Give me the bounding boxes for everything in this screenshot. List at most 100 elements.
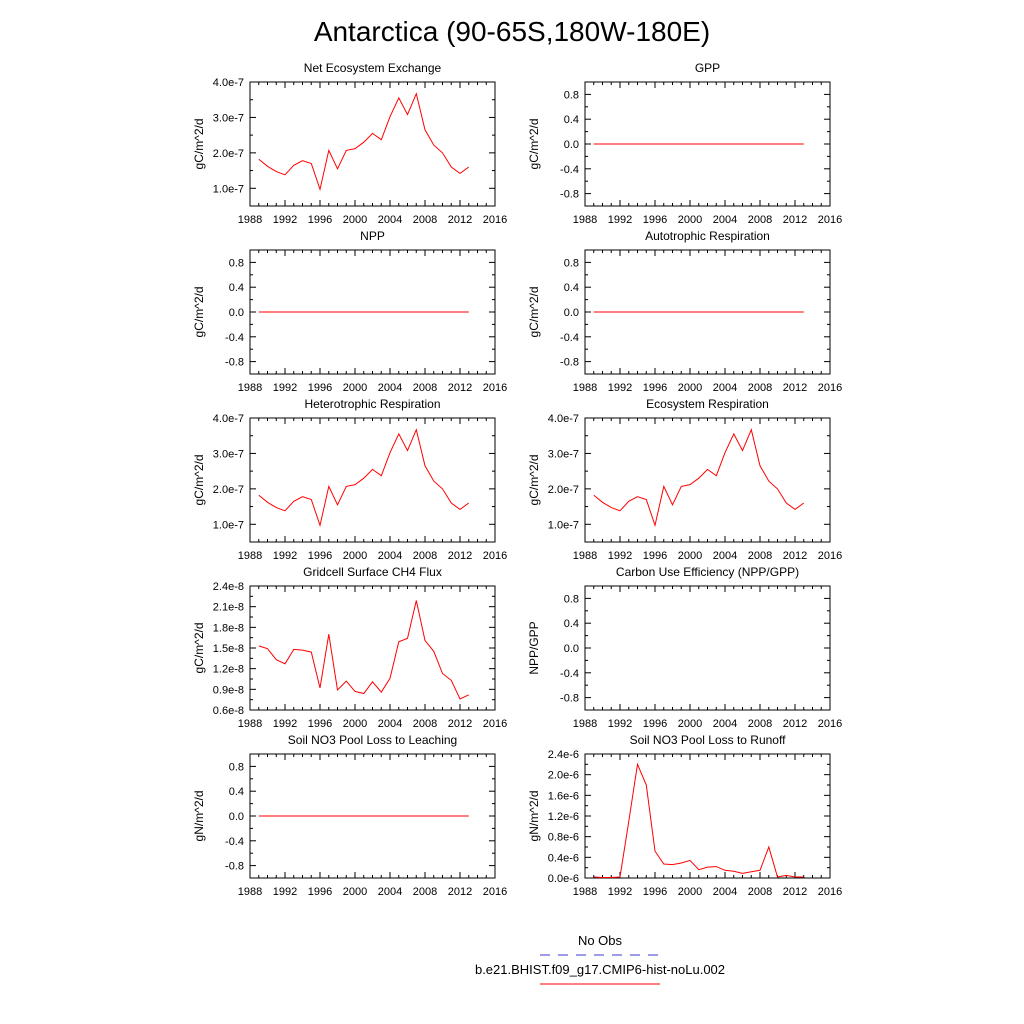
x-tick-label: 1988 [238,886,262,898]
y-tick-label: 4.0e-7 [213,77,244,89]
y-tick-label: -0.4 [225,332,244,344]
y-tick-label: -0.4 [225,836,244,848]
chart-panel: Autotrophic Respiration gC/m^2/d 1988 1992 1… [527,229,842,394]
x-tick-label: 2004 [378,550,402,562]
x-tick-label: 1992 [608,214,632,226]
plot-frame [584,753,831,879]
x-tick-label: 1996 [308,214,332,226]
x-tick-label: 2000 [678,382,702,394]
x-tick-label: 2000 [343,214,367,226]
y-tick-label: -0.8 [560,357,579,369]
y-tick-label: 1.0e-7 [213,519,244,531]
x-tick-label: 2004 [378,214,402,226]
y-tick-label: 0.8 [564,593,579,605]
y-axis-label: gC/m^2/d [527,455,541,506]
plot-frame [249,417,496,543]
plot-frame [584,585,831,711]
y-tick-label: 0.8 [564,257,579,269]
chart-title: Heterotrophic Respiration [304,397,440,411]
x-tick-label: 1988 [573,550,597,562]
y-tick-label: -0.4 [560,668,579,680]
x-tick-label: 2008 [748,718,772,730]
chart-title: Net Ecosystem Exchange [304,61,442,75]
x-tick-label: 1996 [308,550,332,562]
y-axis-label: gN/m^2/d [192,791,206,842]
chart-title: Carbon Use Efficiency (NPP/GPP) [616,565,799,579]
x-tick-label: 2016 [483,886,507,898]
x-tick-label: 1992 [273,550,297,562]
x-tick-label: 2000 [343,718,367,730]
plot-frame [249,585,496,711]
x-tick-label: 2008 [413,718,437,730]
legend-label-no-obs: No Obs [578,933,623,948]
y-tick-label: 2.0e-6 [548,770,579,782]
x-tick-label: 2000 [678,550,702,562]
x-tick-label: 1992 [608,382,632,394]
x-tick-label: 1996 [308,886,332,898]
y-tick-label: 0.0 [229,811,244,823]
x-tick-label: 1996 [308,382,332,394]
x-tick-label: 2016 [483,382,507,394]
chart-panel: Soil NO3 Pool Loss to Leaching gN/m^2/d 19… [192,733,507,898]
y-tick-label: 0.4 [564,618,579,630]
x-tick-label: 2000 [343,550,367,562]
x-tick-label: 2012 [448,886,472,898]
y-tick-label: 4.0e-7 [548,413,579,425]
y-axis-label: gC/m^2/d [527,119,541,170]
y-tick-label: 2.0e-7 [213,148,244,160]
chart-panels: Net Ecosystem Exchange gC/m^2/d 1988 1992 19… [192,61,842,898]
x-tick-label: 1988 [238,214,262,226]
x-tick-label: 1996 [643,550,667,562]
y-tick-label: 0.4 [229,786,244,798]
y-tick-label: 0.4 [229,282,244,294]
y-tick-label: 0.0 [564,307,579,319]
x-tick-label: 2012 [448,550,472,562]
chart-title: Gridcell Surface CH4 Flux [303,565,442,579]
y-tick-label: 1.8e-8 [213,622,244,634]
chart-panel: Ecosystem Respiration gC/m^2/d 1988 1992 199… [527,397,842,562]
y-tick-label: 0.4e-6 [548,852,579,864]
series-line [593,762,804,878]
x-tick-label: 1992 [608,718,632,730]
x-tick-label: 2016 [818,382,842,394]
y-axis-label: NPP/GPP [527,621,541,674]
chart-panel: NPP gC/m^2/d 1988 1992 1996 2000 2004 2008 2012 2… [192,229,507,394]
x-tick-label: 2012 [448,214,472,226]
x-tick-label: 2000 [678,886,702,898]
plot-frame [249,81,496,207]
x-tick-label: 2012 [783,886,807,898]
figure-title: Antarctica (90-65S,180W-180E) [314,16,710,47]
y-tick-label: 3.0e-7 [213,448,244,460]
x-tick-label: 2004 [378,382,402,394]
x-tick-label: 2016 [483,718,507,730]
chart-title: Ecosystem Respiration [646,397,769,411]
x-tick-label: 1988 [238,550,262,562]
series-line [258,600,470,700]
y-tick-label: 0.4 [564,282,579,294]
x-tick-label: 2012 [783,214,807,226]
x-tick-label: 2004 [713,718,737,730]
series-line [258,92,470,192]
y-axis-label: gC/m^2/d [192,623,206,674]
y-tick-label: -0.8 [560,189,579,201]
chart-title: Autotrophic Respiration [645,229,770,243]
x-tick-label: 1996 [308,718,332,730]
x-tick-label: 1992 [273,382,297,394]
x-tick-label: 1988 [573,886,597,898]
legend: No Obs b.e21.BHIST.f09_g17.CMIP6-hist-no… [475,933,725,985]
y-tick-label: 2.0e-7 [548,484,579,496]
y-tick-label: 2.0e-7 [213,484,244,496]
x-tick-label: 1992 [273,886,297,898]
y-axis-label: gN/m^2/d [527,791,541,842]
x-tick-label: 1992 [273,214,297,226]
x-tick-label: 1988 [238,718,262,730]
y-tick-label: 3.0e-7 [213,112,244,124]
y-tick-label: 4.0e-7 [213,413,244,425]
series-line [258,428,470,528]
x-tick-label: 2008 [748,886,772,898]
chart-title: NPP [360,229,385,243]
x-tick-label: 2012 [448,718,472,730]
x-tick-label: 2016 [483,550,507,562]
y-tick-label: 0.0 [229,307,244,319]
